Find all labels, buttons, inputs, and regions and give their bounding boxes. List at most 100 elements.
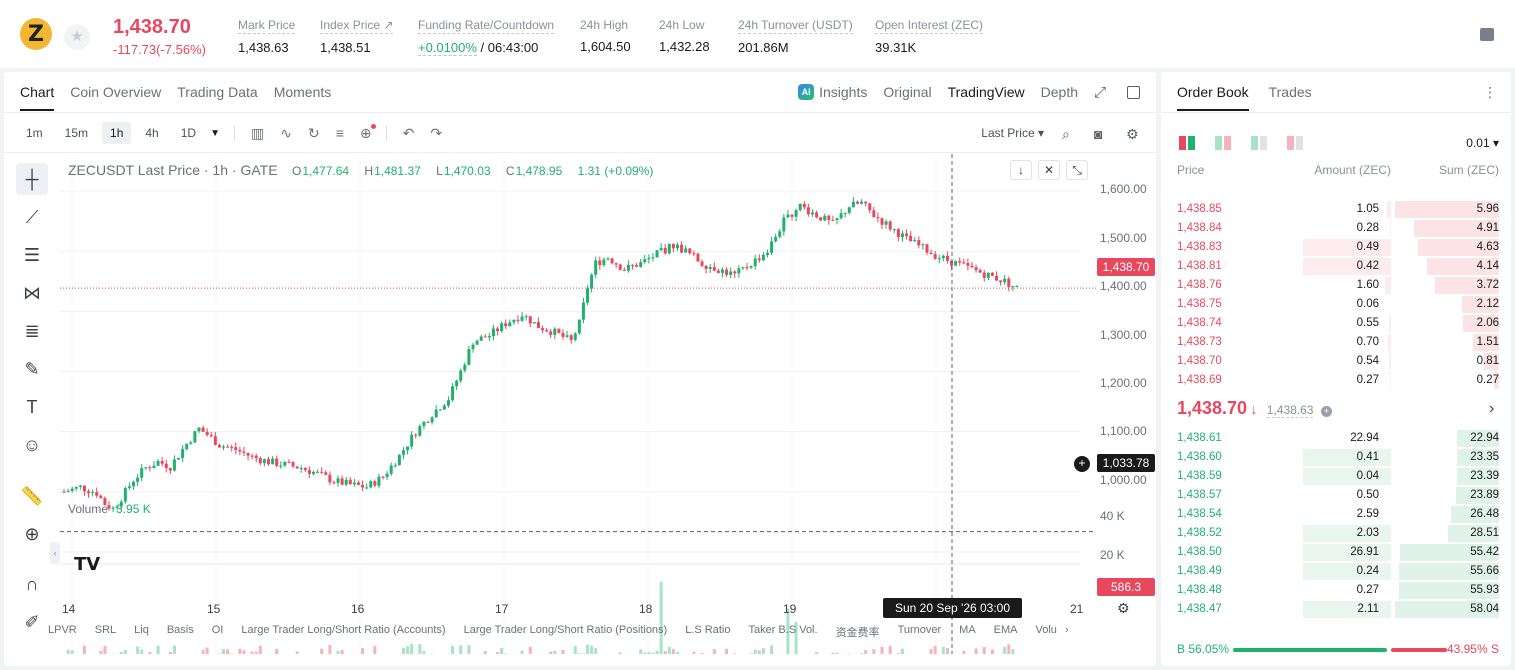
col-price: Price	[1177, 163, 1205, 177]
volume-bar	[230, 653, 234, 654]
draw-lock-tool-icon[interactable]: ✐	[24, 611, 40, 632]
text-tool-icon[interactable]: T	[26, 396, 38, 417]
bid-row[interactable]: 1,438.48 0.27 55.93	[1161, 581, 1511, 600]
ask-row[interactable]: 1,438.81 0.42 4.14	[1161, 257, 1511, 276]
tab-coin-overview[interactable]: Coin Overview	[70, 84, 162, 100]
candle-body	[271, 458, 275, 465]
indicator-item[interactable]: Large Trader Long/Short Ratio (Positions…	[463, 624, 668, 636]
tab-trades[interactable]: Trades	[1268, 84, 1312, 100]
ask-row[interactable]: 1,438.85 1.05 5.96	[1161, 200, 1511, 219]
bid-row[interactable]: 1,438.57 0.50 23.89	[1161, 486, 1511, 505]
indicator-item[interactable]: Taker B.S Vol.	[748, 624, 818, 636]
bid-row[interactable]: 1,438.50 26.91 55.42	[1161, 543, 1511, 562]
view-insights[interactable]: AI Insights	[798, 84, 867, 100]
ask-row[interactable]: 1,438.83 0.49 4.63	[1161, 238, 1511, 257]
indicators-icon[interactable]: ∿	[280, 124, 292, 141]
tab-order-book[interactable]: Order Book	[1177, 84, 1249, 111]
favorite-star-icon[interactable]: ★	[64, 24, 90, 50]
indicator-item[interactable]: MA	[959, 624, 976, 636]
magnet-tool-icon[interactable]: ∩	[25, 573, 39, 594]
collapse-toolbar-icon[interactable]: ‹	[50, 542, 60, 564]
indicator-item[interactable]: SRL	[94, 624, 117, 636]
ask-row[interactable]: 1,438.73 0.70 1.51	[1161, 333, 1511, 352]
stat-index-price[interactable]: Index Price ↗ 1,438.51	[320, 18, 394, 55]
bid-row[interactable]: 1,438.61 22.94 22.94	[1161, 429, 1511, 448]
indicator-item[interactable]: OI	[211, 624, 224, 636]
more-options-icon[interactable]: ⋮	[1483, 84, 1497, 100]
indicator-item[interactable]: Volu	[1035, 624, 1057, 636]
emoji-tool-icon[interactable]: ☺	[22, 434, 42, 455]
trend-line-tool-icon[interactable]: ⟋	[25, 206, 39, 227]
timeframe-1m[interactable]: 1m	[26, 126, 43, 140]
bid-row[interactable]: 1,438.52 2.03 28.51	[1161, 524, 1511, 543]
price-type-select[interactable]: Last Price ▾	[981, 126, 1044, 140]
search-icon[interactable]: ⌕	[1062, 126, 1070, 142]
timeframe-1h[interactable]: 1h	[102, 122, 132, 144]
fib-tool-icon[interactable]: ≣	[24, 320, 40, 341]
bid-row[interactable]: 1,438.49 0.24 55.66	[1161, 562, 1511, 581]
add-alert-icon[interactable]: ⊕	[360, 123, 376, 142]
collapse-chart-icon[interactable]: ✕	[1038, 160, 1060, 180]
add-order-plus-icon[interactable]: +	[1074, 456, 1090, 472]
ask-row[interactable]: 1,438.74 0.55 2.06	[1161, 314, 1511, 333]
scroll-down-icon[interactable]: ↓	[1010, 160, 1032, 180]
chart-settings-icon[interactable]: ⚙	[1117, 600, 1130, 616]
layout-split-icon[interactable]	[1215, 136, 1231, 150]
refresh-icon[interactable]: ↻	[307, 124, 320, 141]
timeframe-4h[interactable]: 4h	[145, 126, 159, 140]
ask-row[interactable]: 1,438.70 0.54 0.81	[1161, 352, 1511, 371]
view-tradingview[interactable]: TradingView	[947, 84, 1025, 100]
timeframe-15m[interactable]: 15m	[64, 126, 89, 140]
bid-row[interactable]: 1,438.59 0.04 23.39	[1161, 467, 1511, 486]
price-chart[interactable]	[60, 154, 1100, 654]
expand-icon[interactable]: ⤢	[1094, 84, 1107, 101]
zoom-tool-icon[interactable]: ⊕	[24, 523, 40, 544]
indicator-item[interactable]: LPVR	[48, 624, 77, 636]
bid-row[interactable]: 1,438.54 2.59 26.48	[1161, 505, 1511, 524]
crosshair-tool-icon[interactable]: ┼	[16, 163, 48, 195]
ask-row[interactable]: 1,438.75 0.06 2.12	[1161, 295, 1511, 314]
redo-icon[interactable]: ↷	[430, 124, 443, 141]
window-icon[interactable]	[1127, 86, 1140, 99]
candle-body	[839, 213, 843, 219]
view-original[interactable]: Original	[883, 84, 932, 100]
indicator-item[interactable]: Turnover	[897, 624, 942, 636]
gear-icon[interactable]: ⚙	[1126, 126, 1139, 142]
indicator-item[interactable]: Liq	[134, 624, 149, 636]
brush-tool-icon[interactable]: ✎	[24, 358, 40, 379]
fullscreen-chart-icon[interactable]: ⤡	[1066, 160, 1088, 180]
bid-row[interactable]: 1,438.60 0.41 23.35	[1161, 448, 1511, 467]
book-icon[interactable]	[1480, 28, 1494, 41]
layout-bids-icon[interactable]	[1251, 136, 1267, 150]
ask-row[interactable]: 1,438.84 0.28 4.91	[1161, 219, 1511, 238]
tab-trading-data[interactable]: Trading Data	[177, 84, 258, 100]
timeframe-dropdown-icon[interactable]: ▼	[210, 127, 220, 139]
channel-tool-icon[interactable]: ☰	[23, 244, 41, 265]
bid-row[interactable]: 1,438.47 2.11 58.04	[1161, 600, 1511, 619]
pattern-tool-icon[interactable]: ⋈	[23, 282, 41, 303]
template-icon[interactable]: ≡	[335, 125, 344, 141]
layout-both-icon[interactable]	[1179, 136, 1195, 150]
indicator-item[interactable]: L.S Ratio	[685, 624, 731, 636]
ruler-tool-icon[interactable]: 📏	[20, 485, 44, 506]
candle-type-icon[interactable]: ▥	[250, 124, 265, 141]
chevron-right-icon[interactable]: ›	[1489, 400, 1495, 417]
indicator-item[interactable]: Large Trader Long/Short Ratio (Accounts)	[241, 624, 446, 636]
view-depth[interactable]: Depth	[1040, 84, 1078, 100]
volume-bar	[418, 644, 422, 654]
ask-row[interactable]: 1,438.76 1.60 3.72	[1161, 276, 1511, 295]
tab-chart[interactable]: Chart	[20, 84, 55, 111]
indicator-item[interactable]: EMA	[993, 624, 1018, 636]
ask-row[interactable]: 1,438.69 0.27 0.27	[1161, 371, 1511, 390]
undo-icon[interactable]: ↶	[402, 124, 415, 141]
volume-bar	[573, 646, 577, 654]
precision-select[interactable]: 0.01 ▾	[1466, 136, 1499, 150]
indicator-item[interactable]: Basis	[166, 624, 194, 636]
layout-asks-icon[interactable]	[1287, 136, 1303, 150]
indicator-item[interactable]: 资金费率	[835, 627, 880, 639]
tab-moments[interactable]: Moments	[273, 84, 332, 100]
timeframe-1d[interactable]: 1D	[180, 126, 197, 140]
row-amount: 0.24	[1356, 565, 1379, 577]
indicator-scroll-right-icon[interactable]: ›	[1064, 624, 1069, 636]
camera-icon[interactable]: ◙	[1094, 126, 1103, 142]
